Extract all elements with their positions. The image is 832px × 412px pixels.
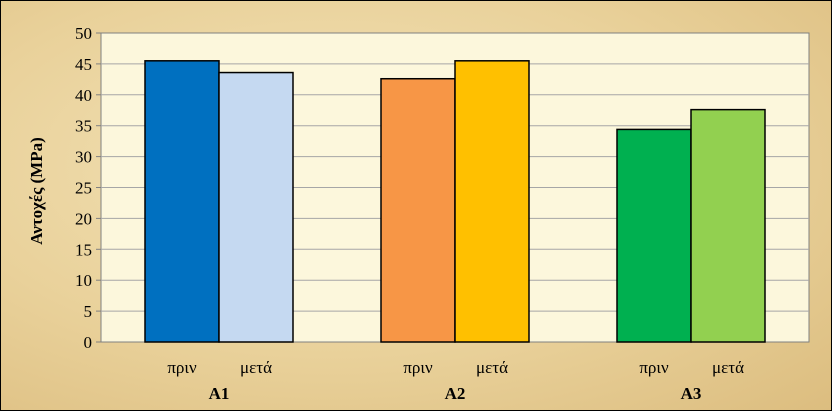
- x-sub-label: πριν: [167, 358, 197, 377]
- bar-a3-before: [616, 128, 692, 343]
- y-tick-label: 40: [75, 86, 92, 105]
- bar-a3-after: [690, 108, 766, 343]
- x-group-label: A1: [209, 384, 230, 403]
- x-group-label: A3: [681, 384, 702, 403]
- bar-a1-before: [144, 60, 220, 343]
- x-sub-label: μετά: [240, 358, 272, 377]
- x-axis-labels: πριν μετά A1 πριν μετά A2 πριν μετά A3: [167, 358, 744, 403]
- bar-a1-after: [218, 71, 294, 343]
- y-tick-label: 30: [75, 148, 92, 167]
- y-tick-label: 25: [75, 179, 92, 198]
- y-tick-label: 15: [75, 240, 92, 259]
- y-tick-label: 5: [84, 302, 93, 321]
- bars: [144, 60, 766, 343]
- y-tick-label: 45: [75, 55, 92, 74]
- y-tick-label: 50: [75, 24, 92, 43]
- bar-a2-before: [380, 77, 456, 343]
- y-tick-label: 35: [75, 117, 92, 136]
- x-sub-label: πριν: [403, 358, 433, 377]
- bar-a2-after: [454, 60, 530, 343]
- y-axis-title: Αντοχές (MPa): [27, 137, 46, 245]
- y-tick-label: 10: [75, 271, 92, 290]
- y-tick-label: 20: [75, 209, 92, 228]
- x-sub-label: πριν: [639, 358, 669, 377]
- x-group-label: A2: [445, 384, 466, 403]
- x-sub-label: μετά: [476, 358, 508, 377]
- y-axis-ticks: 0 5 10 15 20 25 30 35 40 45 50: [75, 24, 101, 352]
- y-tick-label: 0: [84, 333, 93, 352]
- x-sub-label: μετά: [712, 358, 744, 377]
